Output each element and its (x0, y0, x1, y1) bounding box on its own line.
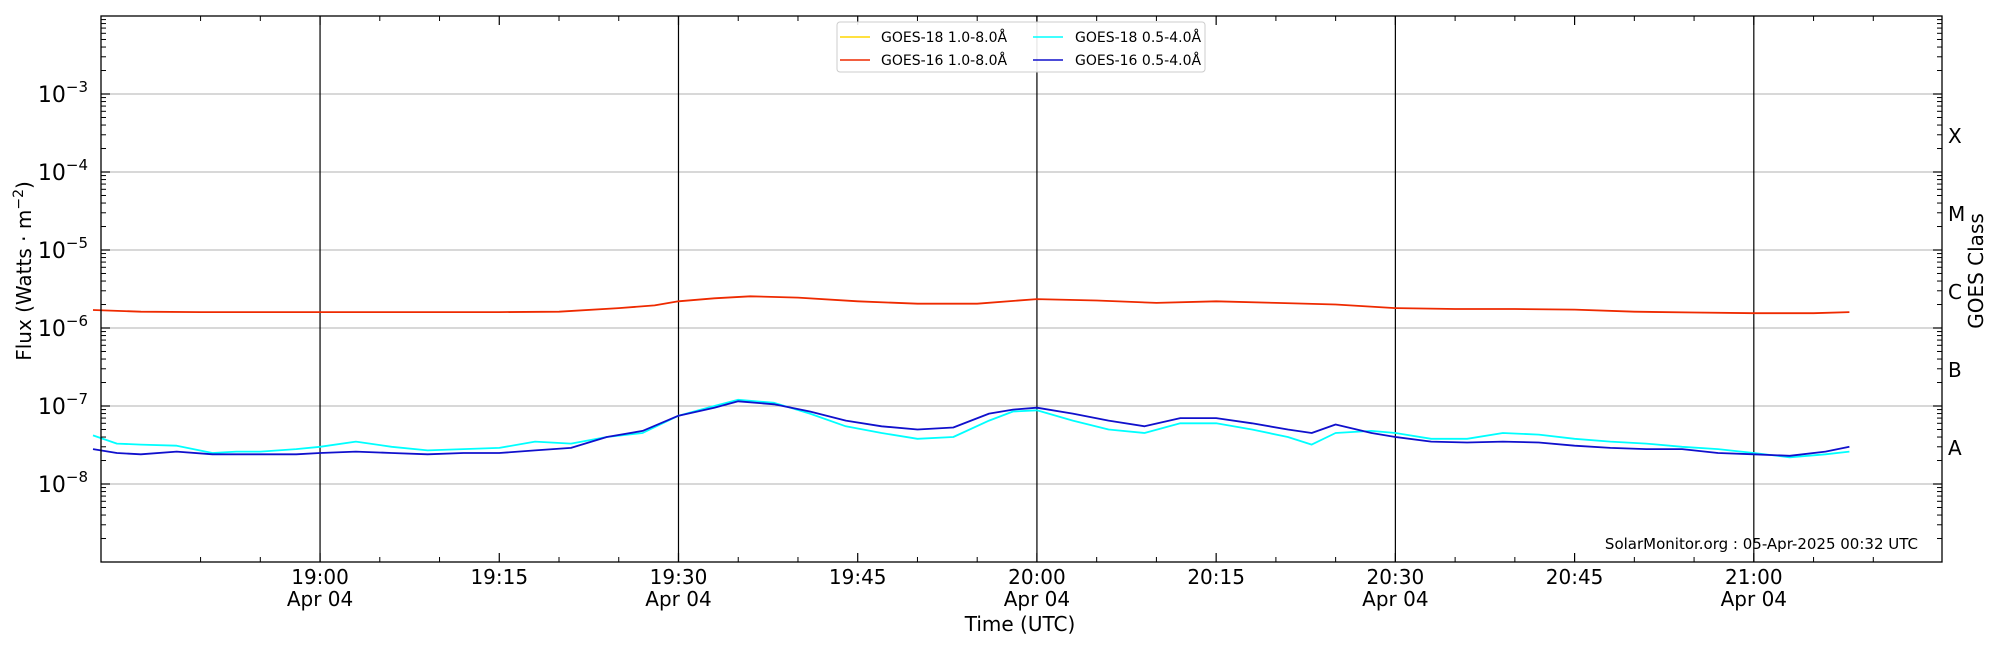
series-lines (92, 295, 1850, 459)
x-tick-label: 20:15 (1187, 565, 1245, 589)
x-tick-label: 20:00 (1008, 565, 1066, 589)
x-tick-label: 20:30 (1367, 565, 1425, 589)
x-tick-date-label: Apr 04 (287, 587, 353, 611)
y-tick-label: 10−7 (38, 390, 88, 420)
y-axis-label: Flux (Watts · m−2) (11, 181, 36, 361)
series-line-2 (92, 398, 1850, 459)
major-time-lines (319, 16, 1755, 562)
axis-ticks (101, 16, 1942, 562)
legend-label-goes16-short: GOES-16 0.5-4.0Å (1075, 52, 1201, 69)
y-axis-label-exponent: −2 (11, 189, 27, 210)
y-tick-label: 10−8 (38, 468, 88, 498)
goes-class-label: M (1948, 202, 1965, 226)
series-line-1 (92, 295, 1850, 315)
x-tick-date-label: Apr 04 (1004, 587, 1070, 611)
y-tick-label: 10−6 (38, 312, 88, 342)
y-tick-label: 10−4 (38, 156, 88, 186)
source-annotation: SolarMonitor.org : 05-Apr-2025 00:32 UTC (1605, 535, 1918, 553)
series-line-3 (92, 400, 1850, 457)
y-axis-label-text: Flux (Watts · m (12, 210, 36, 361)
legend-label-goes18-long: GOES-18 1.0-8.0Å (881, 29, 1007, 46)
y-tick-label: 10−5 (38, 234, 88, 264)
goes-class-label: A (1948, 436, 1962, 460)
x-tick-date-label: Apr 04 (1362, 587, 1428, 611)
legend-box (836, 21, 1206, 73)
goes-class-label: B (1948, 358, 1962, 382)
x-tick-label: 19:45 (829, 565, 887, 589)
x-tick-label: 20:45 (1546, 565, 1604, 589)
goes-class-label: X (1948, 124, 1962, 148)
x-axis-label: Time (UTC) (964, 612, 1076, 636)
x-tick-label: 21:00 (1725, 565, 1783, 589)
legend: GOES-18 1.0-8.0Å GOES-16 1.0-8.0Å GOES-1… (836, 21, 1206, 73)
x-tick-label: 19:30 (650, 565, 708, 589)
x-tick-date-label: Apr 04 (645, 587, 711, 611)
legend-label-goes18-short: GOES-18 0.5-4.0Å (1075, 29, 1201, 46)
x-tick-label: 19:15 (470, 565, 528, 589)
x-tick-label: 19:00 (291, 565, 349, 589)
plot-frame (100, 15, 1943, 563)
goes-class-axis-label: GOES Class (1964, 213, 1988, 329)
y-axis-label-close: ) (12, 181, 36, 189)
y-tick-label: 10−3 (38, 78, 88, 108)
goes-class-label: C (1948, 280, 1962, 304)
x-tick-date-label: Apr 04 (1721, 587, 1787, 611)
legend-label-goes16-long: GOES-16 1.0-8.0Å (881, 52, 1007, 69)
grid-lines (101, 93, 1942, 485)
